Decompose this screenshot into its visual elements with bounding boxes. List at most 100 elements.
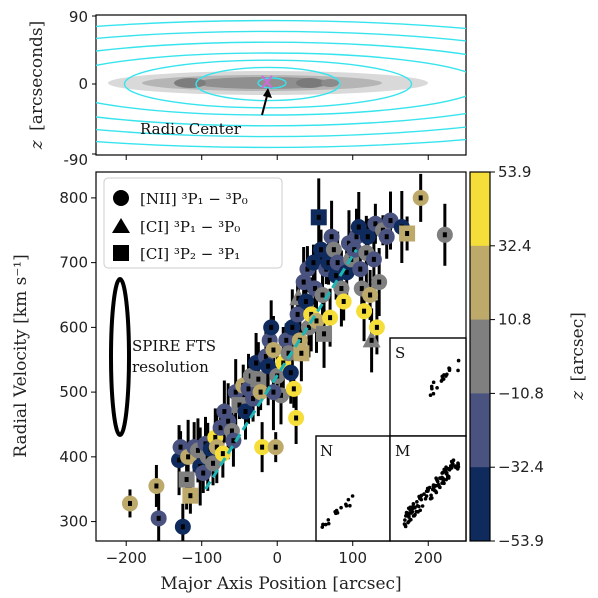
point-center bbox=[211, 460, 216, 466]
inset-point bbox=[434, 476, 438, 481]
inset-point bbox=[429, 493, 433, 498]
inset-point bbox=[326, 518, 331, 522]
colorbar-tick-label: −32.4 bbox=[498, 458, 544, 476]
inset-point bbox=[440, 471, 444, 475]
point-center bbox=[284, 337, 289, 343]
point-center bbox=[316, 214, 321, 220]
point-center bbox=[154, 483, 159, 489]
point-center bbox=[266, 363, 271, 369]
main-panel: −200 −100 0 100 200 300 400 500 600 700 800 Major … bbox=[11, 155, 467, 594]
point-center bbox=[299, 350, 304, 356]
inset-point bbox=[407, 514, 411, 518]
point-center bbox=[331, 247, 336, 253]
inset-point bbox=[411, 514, 416, 518]
point-center bbox=[364, 250, 369, 256]
inset-s-frame bbox=[389, 337, 467, 437]
inset-point bbox=[451, 462, 455, 466]
data-markers bbox=[121, 189, 453, 535]
point-center bbox=[269, 324, 274, 330]
colorbar-ticks: 53.9 32.4 10.8 −10.8 −32.4 −53.9 bbox=[490, 163, 544, 550]
point-center bbox=[369, 337, 374, 343]
point-center bbox=[177, 457, 182, 463]
y-tick-label: 600 bbox=[59, 318, 88, 336]
inset-point bbox=[435, 386, 439, 390]
main-axis-ticks: −200 −100 0 100 200 300 400 500 600 700 800 bbox=[59, 155, 443, 567]
point-center bbox=[334, 273, 339, 279]
galaxy-knot-right bbox=[296, 78, 324, 88]
legend-square-icon bbox=[113, 245, 129, 261]
fit-line bbox=[204, 248, 358, 491]
inset-point bbox=[406, 520, 410, 525]
inset-m: M bbox=[389, 435, 467, 542]
inset-point bbox=[420, 504, 425, 508]
colorbar-label: z [arcsec] bbox=[568, 312, 588, 401]
point-center bbox=[195, 447, 200, 453]
point-center bbox=[326, 260, 331, 266]
y-tick-label: 300 bbox=[59, 513, 88, 531]
inset-n-points bbox=[320, 494, 355, 529]
legend-label-nii: [NII] ³P₁ − ³P₀ bbox=[140, 190, 248, 208]
point-center bbox=[156, 515, 161, 521]
point-center bbox=[256, 376, 261, 382]
inset-point bbox=[431, 391, 436, 396]
point-center bbox=[295, 311, 300, 317]
point-center bbox=[226, 418, 231, 424]
inset-n: N bbox=[315, 435, 391, 542]
y-tick-label: 400 bbox=[59, 448, 88, 466]
inset-point bbox=[426, 489, 430, 493]
top-ytick-90: 90 bbox=[69, 8, 88, 26]
beam-label-line2: resolution bbox=[132, 358, 209, 376]
point-center bbox=[271, 347, 276, 353]
inset-point bbox=[449, 465, 454, 470]
point-center bbox=[320, 292, 325, 298]
legend-box bbox=[103, 177, 283, 269]
point-center bbox=[254, 360, 259, 366]
y-tick-label: 800 bbox=[59, 189, 88, 207]
inset-point bbox=[439, 379, 444, 383]
inset-n-label: N bbox=[320, 442, 333, 460]
point-center bbox=[233, 389, 238, 395]
inset-point bbox=[444, 477, 449, 482]
point-center bbox=[388, 218, 393, 224]
point-center bbox=[220, 451, 225, 457]
inset-point bbox=[440, 374, 445, 379]
inset-point bbox=[423, 497, 428, 501]
point-center bbox=[273, 444, 278, 450]
x-tick-label: 100 bbox=[338, 549, 367, 567]
inset-point bbox=[419, 493, 424, 498]
inset-point bbox=[403, 518, 407, 522]
beam-label-line1: SPIRE FTS bbox=[132, 337, 216, 355]
inset-point bbox=[447, 368, 452, 373]
inset-point bbox=[348, 503, 352, 508]
main-y-axis-label: Radial Velocity [km s⁻¹] bbox=[11, 254, 31, 457]
point-center bbox=[377, 279, 382, 285]
inset-point bbox=[446, 466, 451, 471]
inset-point bbox=[454, 465, 458, 470]
colorbar-segment bbox=[470, 245, 490, 321]
point-center bbox=[442, 232, 447, 238]
point-center bbox=[418, 195, 423, 201]
point-center bbox=[188, 493, 193, 499]
inset-point bbox=[456, 358, 461, 363]
inset-point bbox=[350, 494, 355, 498]
top-panel: 90 0 -90 z [arcseconds] Radio Center bbox=[27, 8, 467, 169]
inset-point bbox=[411, 502, 416, 506]
point-center bbox=[312, 286, 317, 292]
point-center bbox=[246, 386, 251, 392]
inset-point bbox=[321, 522, 325, 527]
point-center bbox=[344, 269, 349, 275]
radio-center-arrowhead bbox=[263, 88, 272, 98]
contour-line bbox=[96, 41, 466, 127]
inset-point bbox=[437, 484, 442, 489]
inset-point bbox=[344, 504, 349, 508]
point-center bbox=[301, 279, 306, 285]
inset-point bbox=[442, 467, 446, 472]
point-center bbox=[258, 389, 263, 395]
legend-circle-icon bbox=[113, 190, 129, 206]
contour-line bbox=[96, 30, 466, 138]
point-center bbox=[359, 286, 364, 292]
point-center bbox=[368, 292, 373, 298]
point-center bbox=[335, 260, 340, 266]
legend: [NII] ³P₁ − ³P₀ [CI] ³P₁ − ³P₀ [CI] ³P₂ … bbox=[103, 177, 283, 269]
contour-line bbox=[123, 59, 413, 109]
